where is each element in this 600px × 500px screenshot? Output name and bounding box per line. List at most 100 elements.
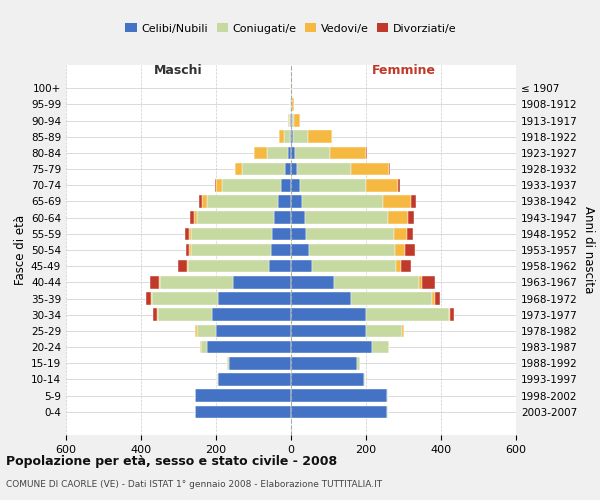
Bar bbox=[151, 292, 152, 305]
Bar bbox=[288, 146, 291, 159]
Bar bbox=[218, 373, 291, 386]
Bar bbox=[411, 195, 415, 208]
Bar bbox=[309, 244, 395, 256]
Bar bbox=[404, 244, 415, 256]
Bar bbox=[396, 260, 401, 272]
Bar bbox=[291, 308, 366, 321]
Bar bbox=[291, 390, 386, 402]
Bar bbox=[194, 212, 197, 224]
Bar bbox=[217, 373, 218, 386]
Bar bbox=[188, 260, 269, 272]
Bar bbox=[190, 244, 191, 256]
Bar bbox=[199, 341, 200, 353]
Bar bbox=[194, 406, 196, 418]
Bar bbox=[212, 308, 291, 321]
Bar bbox=[302, 195, 383, 208]
Bar bbox=[449, 308, 451, 321]
Bar bbox=[274, 212, 291, 224]
Bar bbox=[160, 276, 233, 288]
Bar bbox=[388, 212, 409, 224]
Bar bbox=[306, 228, 394, 240]
Y-axis label: Fasce di età: Fasce di età bbox=[14, 215, 27, 285]
Bar bbox=[153, 308, 157, 321]
Bar bbox=[196, 324, 197, 337]
Bar bbox=[386, 406, 388, 418]
Bar bbox=[334, 276, 419, 288]
Bar bbox=[233, 276, 291, 288]
Bar bbox=[158, 308, 212, 321]
Bar bbox=[401, 260, 411, 272]
Bar bbox=[366, 179, 398, 192]
Bar bbox=[189, 228, 191, 240]
Bar bbox=[199, 195, 202, 208]
Bar bbox=[291, 341, 371, 353]
Bar bbox=[206, 341, 291, 353]
Bar bbox=[278, 195, 291, 208]
Bar bbox=[271, 228, 291, 240]
Bar bbox=[194, 324, 196, 337]
Bar bbox=[271, 244, 291, 256]
Bar bbox=[185, 228, 189, 240]
Bar bbox=[229, 357, 291, 370]
Bar bbox=[187, 244, 190, 256]
Bar bbox=[196, 390, 291, 402]
Bar bbox=[191, 228, 271, 240]
Bar bbox=[200, 341, 201, 353]
Bar bbox=[291, 228, 306, 240]
Bar bbox=[351, 163, 389, 175]
Bar bbox=[366, 324, 401, 337]
Bar bbox=[434, 292, 440, 305]
Bar bbox=[422, 276, 436, 288]
Bar bbox=[291, 373, 364, 386]
Bar bbox=[451, 308, 454, 321]
Bar bbox=[242, 163, 286, 175]
Legend: Celibi/Nubili, Coniugati/e, Vedovi/e, Divorziati/e: Celibi/Nubili, Coniugati/e, Vedovi/e, Di… bbox=[121, 19, 461, 38]
Bar bbox=[206, 195, 278, 208]
Text: Femmine: Femmine bbox=[371, 64, 436, 77]
Bar bbox=[291, 146, 295, 159]
Bar bbox=[366, 146, 367, 159]
Bar bbox=[290, 114, 291, 127]
Bar bbox=[201, 341, 206, 353]
Bar bbox=[356, 357, 361, 370]
Bar bbox=[311, 260, 396, 272]
Bar bbox=[152, 292, 218, 305]
Bar bbox=[308, 130, 332, 143]
Bar bbox=[291, 212, 305, 224]
Bar bbox=[235, 163, 242, 175]
Bar bbox=[296, 163, 351, 175]
Bar bbox=[293, 114, 301, 127]
Bar bbox=[331, 146, 366, 159]
Bar bbox=[291, 179, 301, 192]
Bar bbox=[187, 260, 188, 272]
Bar bbox=[284, 130, 290, 143]
Bar bbox=[291, 195, 302, 208]
Bar bbox=[394, 228, 407, 240]
Bar bbox=[202, 195, 206, 208]
Bar bbox=[149, 276, 159, 288]
Bar bbox=[351, 292, 431, 305]
Bar bbox=[407, 228, 413, 240]
Bar bbox=[291, 276, 334, 288]
Bar bbox=[295, 146, 331, 159]
Bar bbox=[281, 179, 291, 192]
Y-axis label: Anni di nascita: Anni di nascita bbox=[582, 206, 595, 294]
Bar bbox=[401, 324, 404, 337]
Bar bbox=[291, 324, 366, 337]
Bar bbox=[386, 390, 388, 402]
Bar bbox=[371, 341, 389, 353]
Bar bbox=[291, 260, 311, 272]
Bar bbox=[286, 163, 291, 175]
Bar bbox=[227, 357, 229, 370]
Bar bbox=[146, 292, 151, 305]
Bar bbox=[291, 406, 386, 418]
Bar bbox=[288, 114, 289, 127]
Bar bbox=[278, 130, 284, 143]
Bar bbox=[431, 292, 434, 305]
Bar bbox=[398, 179, 400, 192]
Bar bbox=[194, 390, 196, 402]
Bar bbox=[291, 130, 293, 143]
Text: COMUNE DI CAORLE (VE) - Dati ISTAT 1° gennaio 2008 - Elaborazione TUTTITALIA.IT: COMUNE DI CAORLE (VE) - Dati ISTAT 1° ge… bbox=[6, 480, 382, 489]
Bar bbox=[269, 260, 291, 272]
Bar bbox=[383, 195, 411, 208]
